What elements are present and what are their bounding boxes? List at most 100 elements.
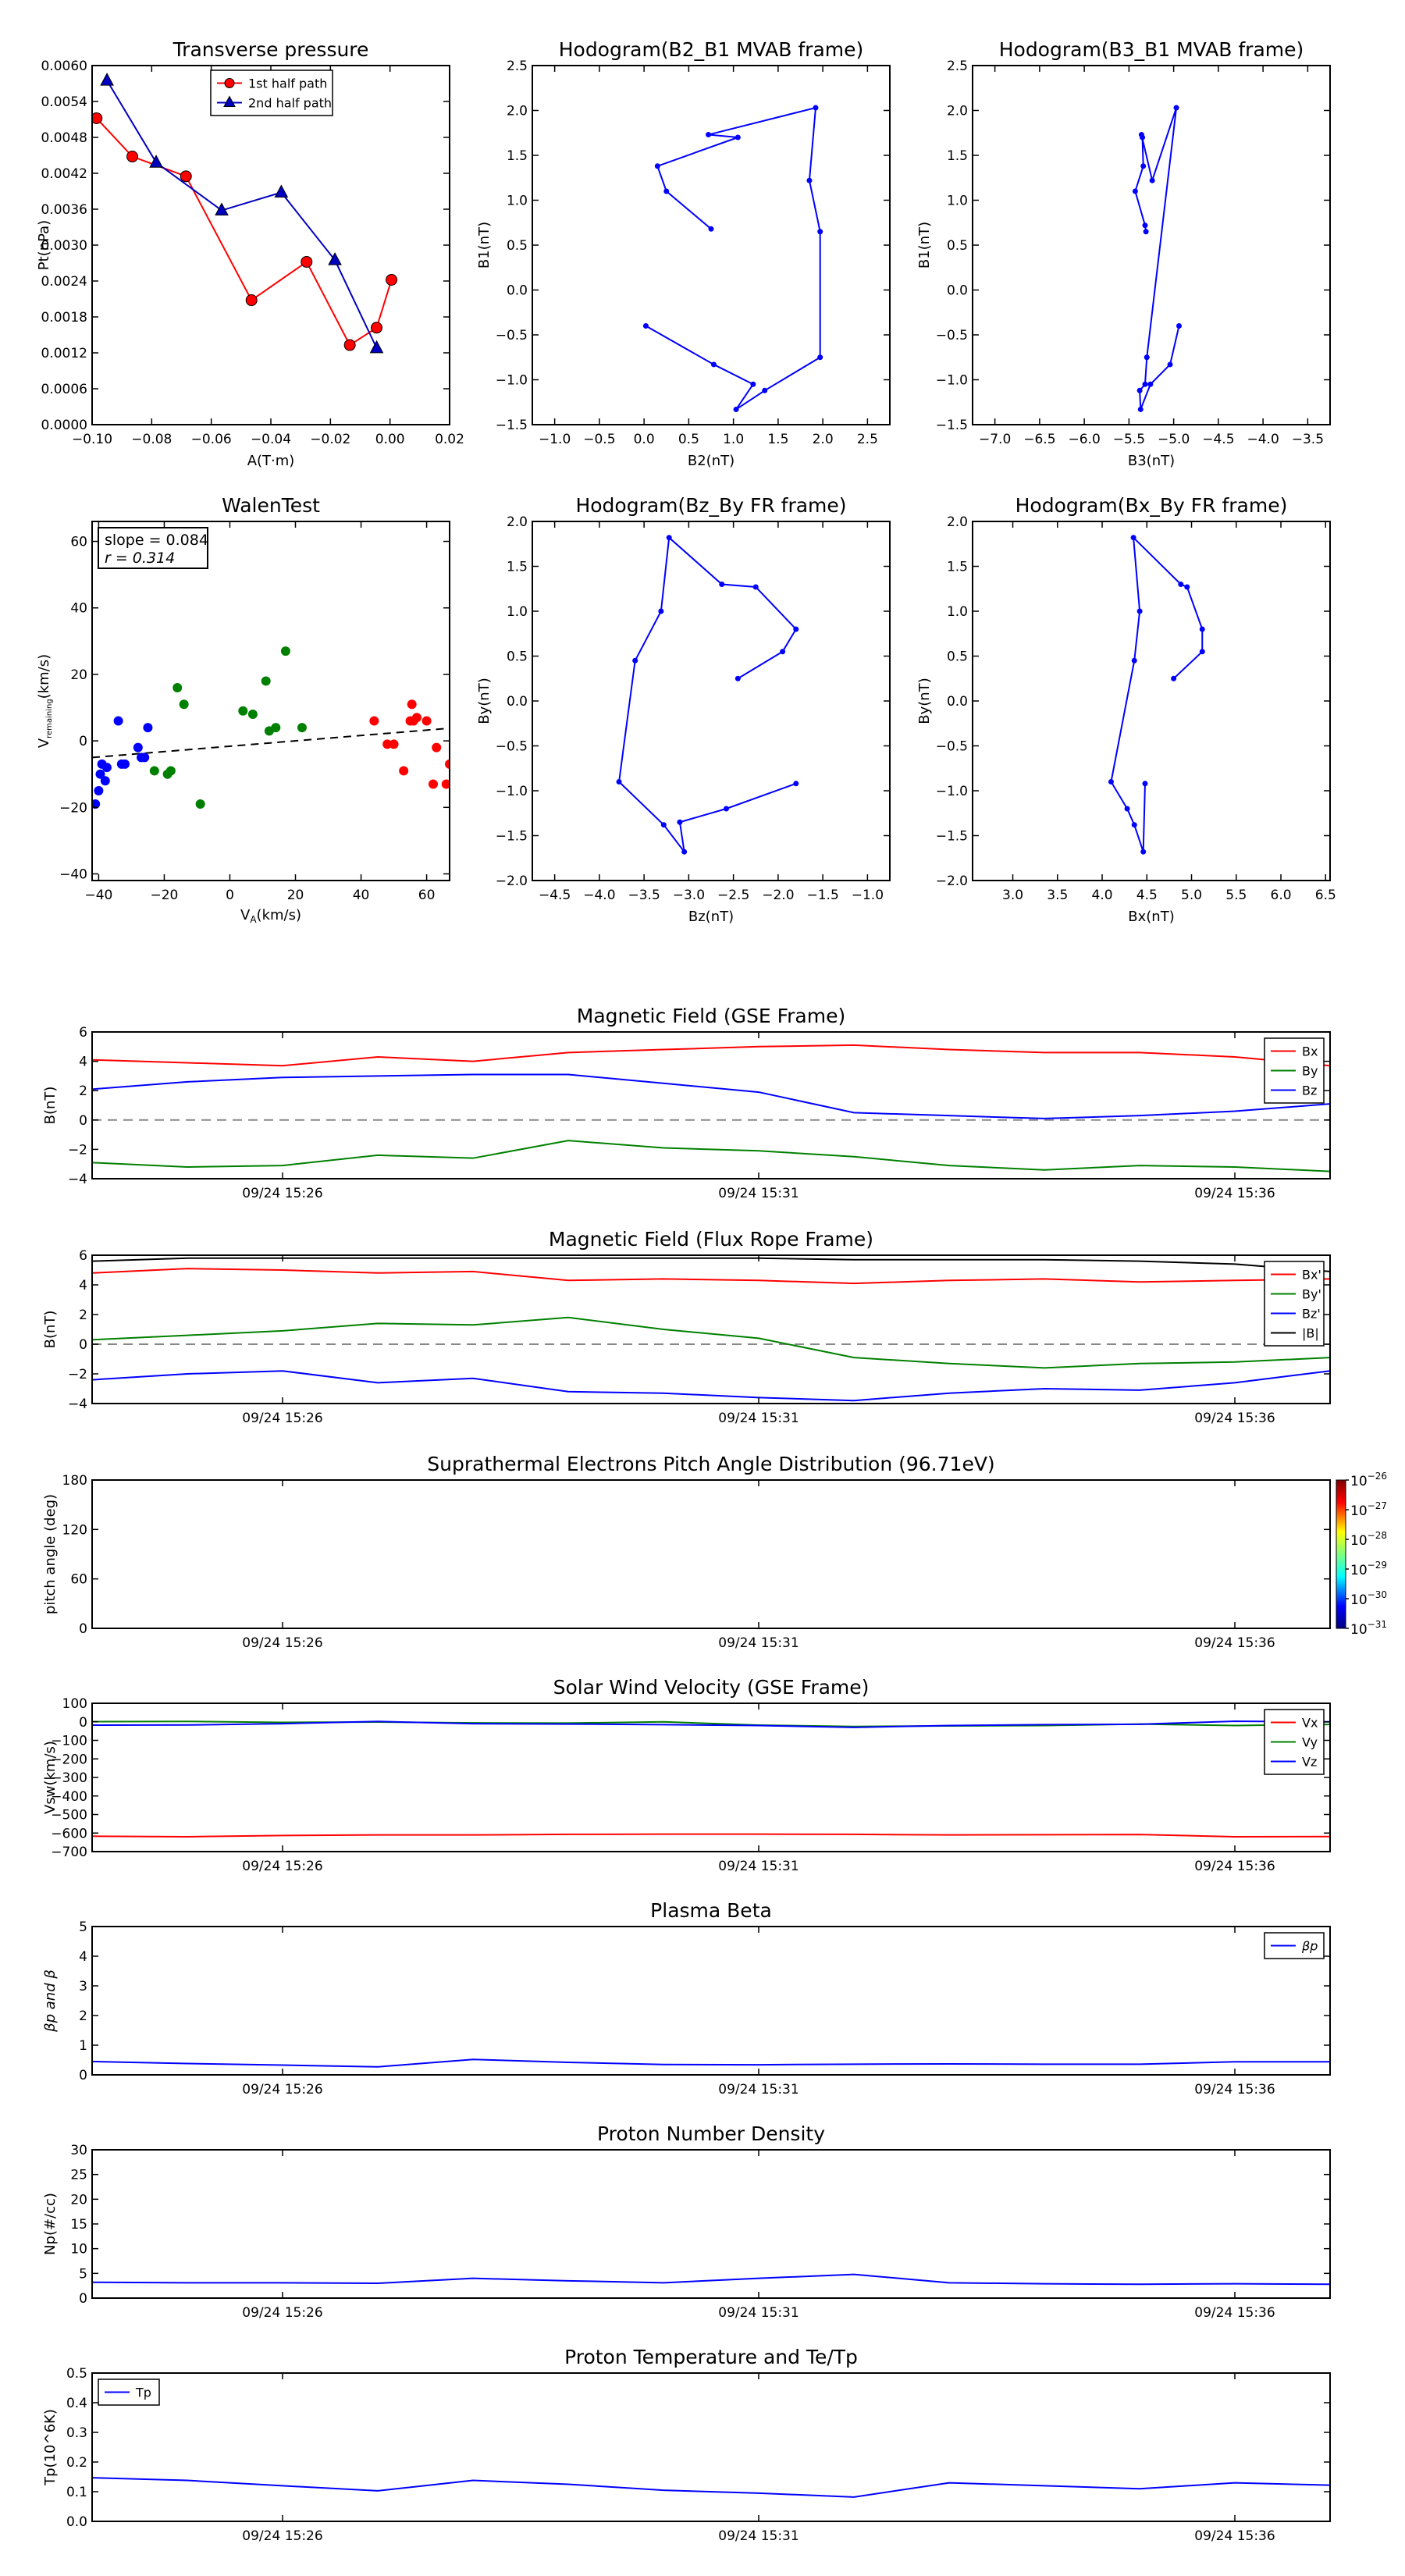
y-tick-label: 1.0: [947, 194, 968, 209]
x-tick-label: −5.5: [1113, 432, 1145, 447]
x-tick-label: −4.0: [1247, 432, 1279, 447]
data-point: [126, 151, 139, 163]
legend-label: 1st half path: [248, 76, 327, 91]
data-point: [1173, 105, 1179, 111]
data-point: [817, 354, 823, 361]
y-tick-label: 0: [79, 2291, 87, 2307]
legend-label: Bx': [1302, 1268, 1321, 1283]
x-tick-label: 0.0: [634, 432, 655, 447]
data-point: [195, 799, 205, 809]
y-tick-label: 2: [79, 2008, 87, 2024]
y-tick-label: 40: [70, 601, 87, 617]
y-tick-label: 2.0: [507, 104, 528, 119]
series-line: [92, 2273, 1330, 2286]
axes-frame: [972, 65, 1331, 425]
y-tick-label: 6: [79, 1248, 87, 1264]
y-tick-label: 0: [79, 2068, 87, 2083]
x-tick-label: 4.5: [1136, 888, 1158, 903]
y-axis-label: Vsw(km/s): [42, 1741, 59, 1814]
series-line: [92, 1257, 1330, 1272]
data-point: [1130, 535, 1136, 541]
x-tick-label: −3.5: [628, 888, 660, 903]
annotation-r: r = 0.314: [105, 550, 175, 567]
data-point: [389, 739, 399, 749]
x-tick-label: 09/24 15:26: [242, 1411, 322, 1426]
data-point: [1131, 822, 1137, 828]
data-point: [179, 699, 189, 710]
x-tick-label: 4.0: [1092, 888, 1113, 903]
y-tick-label: −600: [51, 1826, 87, 1841]
x-tick-label: 09/24 15:36: [1194, 1186, 1275, 1201]
chart-title: Proton Number Density: [597, 2122, 825, 2145]
y-tick-label: −2.0: [496, 873, 528, 889]
data-point: [708, 226, 714, 232]
y-tick-label: 0.0006: [41, 382, 87, 397]
data-point: [369, 716, 379, 726]
y-tick-label: 2: [79, 1308, 87, 1323]
fit-line: [92, 727, 450, 759]
series-|B|: [92, 1257, 1330, 1272]
y-tick-label: −0.5: [496, 739, 528, 755]
data-point: [165, 766, 176, 776]
x-tick-label: 09/24 15:36: [1194, 2528, 1275, 2544]
data-point: [1176, 323, 1182, 329]
series-line: [92, 1833, 1330, 1838]
legend: βp: [1264, 1932, 1325, 1959]
y-tick-label: −1.5: [936, 418, 968, 433]
axes-frame: [91, 521, 450, 881]
x-tick-label: −4.0: [583, 888, 615, 903]
y-tick-label: 1.5: [507, 560, 528, 575]
y-tick-label: 0: [79, 1337, 87, 1353]
data-point: [1184, 584, 1190, 590]
data-point: [386, 273, 398, 286]
y-tick-label: 0.4: [66, 2396, 87, 2411]
panel-tp: Transverse pressure −0.10 −0.08 −0.06 −0.04 −…: [36, 38, 464, 469]
x-tick-label: 09/24 15:31: [718, 1859, 799, 1874]
series-Tp: [92, 2477, 1330, 2498]
x-tick-label: −0.5: [583, 432, 615, 447]
data-point: [245, 294, 258, 307]
data-point: [100, 776, 110, 786]
y-tick-label: −300: [51, 1770, 87, 1786]
x-tick-label: −0.06: [191, 432, 232, 447]
series-line: [92, 2058, 1330, 2068]
data-point: [706, 132, 712, 138]
y-tick-label: 25: [70, 2168, 87, 2183]
y-tick-label: 0.0: [947, 283, 968, 299]
data-point: [92, 112, 103, 124]
y-tick-label: 120: [62, 1522, 87, 1538]
x-axis-label: B2(nT): [688, 453, 735, 469]
chart-title: Solar Wind Velocity (GSE Frame): [553, 1676, 870, 1699]
data-point: [1167, 361, 1173, 368]
x-axis-label: Bz(nT): [688, 909, 734, 925]
y-tick-label: 1: [79, 2038, 87, 2054]
y-tick-label: 4: [79, 1055, 87, 1070]
data-point: [1178, 582, 1184, 587]
y-tick-label: 1.0: [947, 604, 968, 620]
data-point: [274, 184, 289, 198]
chart-title: Hodogram(B2_B1 MVAB frame): [559, 38, 864, 61]
y-tick-label: 0.0048: [41, 130, 87, 146]
x-tick-label: −7.0: [979, 432, 1011, 447]
data-point: [817, 229, 823, 235]
data-point: [1108, 779, 1114, 785]
panel-np: Proton Number Density 09/24 15:26 09/24 15…: [42, 2122, 1331, 2321]
x-tick-label: −5.0: [1158, 432, 1190, 447]
y-tick-label: −1.0: [936, 784, 968, 799]
data-point: [280, 646, 290, 656]
y-axis-label: βp and β: [42, 1969, 59, 2033]
x-tick-label: −1.0: [539, 432, 571, 447]
legend: Tp: [98, 2379, 160, 2406]
panel-hodo4: Hodogram(Bx_By FR frame) 3.0 3.5 4.0 4.5 5.0 5…: [916, 494, 1336, 925]
y-tick-label: 180: [62, 1473, 87, 1489]
x-tick-label: −0.08: [131, 432, 172, 447]
data-point: [173, 682, 183, 692]
data-point: [1149, 177, 1155, 183]
legend: Vx Vy Vz: [1264, 1709, 1325, 1775]
x-tick-label: −4.5: [539, 888, 571, 903]
legend-label: Vx: [1302, 1716, 1318, 1731]
data-point: [422, 716, 432, 726]
x-tick-label: 09/24 15:26: [242, 1186, 322, 1201]
data-point: [632, 657, 638, 664]
x-axis-label: A(T·m): [247, 453, 295, 469]
